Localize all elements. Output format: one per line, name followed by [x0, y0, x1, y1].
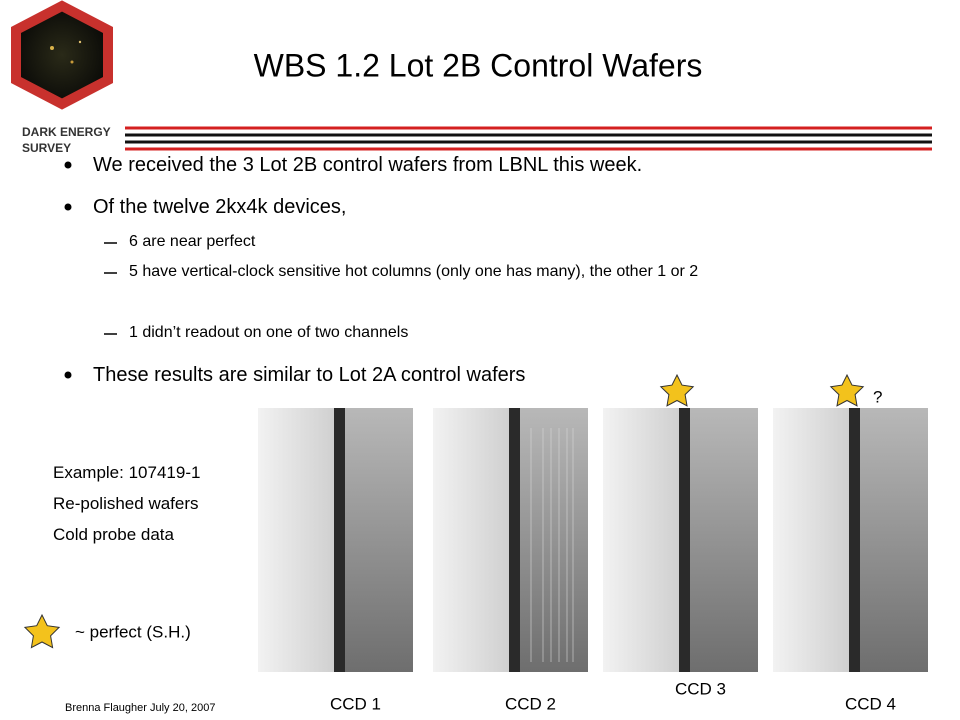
ccd-label: CCD 4: [845, 694, 896, 713]
perfect-star: [829, 373, 865, 407]
logo-text: SURVEY: [22, 141, 71, 155]
example-text: Example: 107419-1: [53, 463, 201, 482]
ccd-label: CCD 3: [675, 679, 726, 698]
logo-galaxy: [70, 60, 74, 64]
title-rule: [125, 126, 932, 151]
ccd-right: [345, 408, 413, 672]
logo-text: DARK ENERGY: [22, 125, 111, 139]
footer: Brenna Flaugher July 20, 2007: [65, 702, 215, 714]
ccd-stripe: [679, 408, 690, 672]
bullet-marker: [64, 203, 72, 211]
logo-galaxy: [78, 40, 82, 44]
ccd-label: CCD 1: [330, 694, 381, 713]
legend-label: ~ perfect (S.H.): [75, 622, 191, 641]
ccd-right: [520, 408, 588, 672]
bullet-marker: [64, 161, 72, 169]
bullet-marker: [64, 371, 72, 379]
ccd-right: [860, 408, 928, 672]
logo-galaxy: [50, 46, 54, 50]
example-text: Re-polished wafers: [53, 494, 199, 513]
ccd-note: ?: [873, 387, 882, 406]
bullet-text: 6 are near perfect: [129, 233, 256, 250]
ccd-left: [603, 408, 679, 672]
logo-hexagon: [11, 0, 113, 110]
bullet-text: We received the 3 Lot 2B control wafers …: [93, 154, 643, 176]
legend-star: [23, 613, 61, 649]
ccd-right: [690, 408, 758, 672]
ccd-stripe: [334, 408, 345, 672]
bullet-text: Of the twelve 2kx4k devices,: [93, 196, 347, 218]
ccd-left: [433, 408, 509, 672]
ccd-stripe: [849, 408, 860, 672]
ccd-label: CCD 2: [505, 694, 556, 713]
ccd-stripe: [509, 408, 520, 672]
example-text: Cold probe data: [53, 525, 174, 544]
ccd-left: [773, 408, 849, 672]
bullet-text: 1 didn’t readout on one of two channels: [129, 324, 409, 341]
bullet-text: These results are similar to Lot 2A cont…: [93, 364, 526, 386]
perfect-star: [659, 373, 695, 407]
bullet-text: 5 have vertical-clock sensitive hot colu…: [129, 263, 699, 280]
slide-title: WBS 1.2 Lot 2B Control Wafers: [254, 47, 703, 83]
ccd-left: [258, 408, 334, 672]
